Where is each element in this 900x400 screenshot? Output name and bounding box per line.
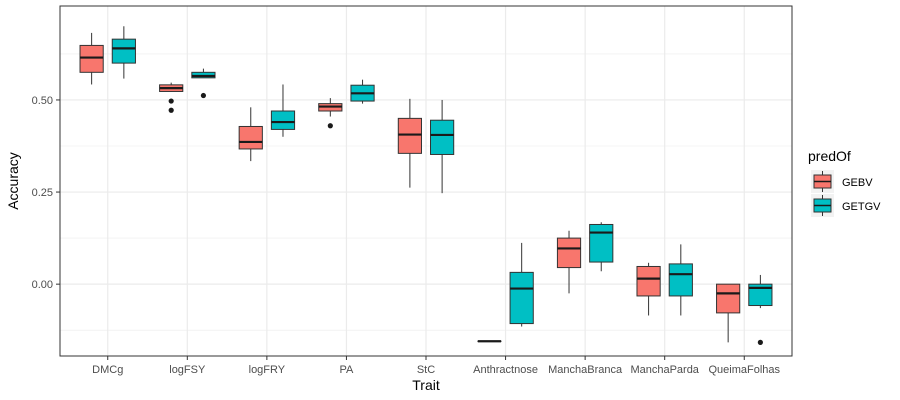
x-tick-label: DMCg	[92, 364, 123, 376]
legend-title: predOf	[808, 148, 851, 164]
grid	[60, 6, 792, 356]
box-gebv-queimafolhas	[716, 283, 741, 343]
x-tick-label: logFRY	[249, 364, 286, 376]
x-tick-label: ManchaBranca	[548, 364, 623, 376]
x-tick-label: QueimaFolhas	[708, 364, 780, 376]
box-body	[397, 117, 422, 154]
box-body	[430, 119, 455, 155]
y-tick-label: 0.25	[32, 187, 53, 199]
box-getgv-manchabranca	[589, 222, 614, 272]
box-body	[270, 110, 296, 130]
x-axis: DMCg logFSY logFRY PA StC Anthractnose ManchaB…	[92, 356, 781, 376]
outlier-point	[168, 98, 174, 104]
legend-key-getgv: GETGV	[811, 194, 881, 217]
x-axis-title: Trait	[412, 377, 440, 393]
box-body	[589, 223, 614, 263]
box-gebv-manchabranca	[556, 230, 582, 294]
boxes	[79, 26, 773, 345]
outlier-point	[168, 107, 174, 113]
box-getgv-anthractnose	[509, 242, 534, 327]
legend-label: GEBV	[842, 177, 873, 189]
box-body	[509, 271, 534, 325]
y-axis-title: Accuracy	[5, 152, 21, 210]
y-tick-label: 0.00	[32, 279, 53, 291]
box-body	[79, 44, 104, 73]
x-tick-label: ManchaParda	[630, 364, 699, 376]
box-gebv-dmcg	[79, 32, 104, 85]
x-tick-label: PA	[340, 364, 355, 376]
box-body	[748, 283, 773, 307]
box-body	[556, 237, 582, 269]
box-body	[636, 265, 661, 297]
legend: predOf GEBV GETGV	[808, 148, 881, 217]
x-tick-label: StC	[417, 364, 435, 376]
outlier-point	[200, 92, 207, 99]
box-gebv-stc	[397, 98, 422, 188]
legend-label: GETGV	[842, 201, 881, 213]
y-tick-label: 0.50	[32, 95, 53, 107]
box-body	[238, 125, 263, 150]
legend-keys: GEBV GETGV	[811, 170, 881, 217]
x-tick-label: logFSY	[169, 364, 206, 376]
box-getgv-stc	[430, 99, 455, 194]
box-gebv-logfry	[238, 107, 263, 162]
box-gebv-manchaparda	[636, 262, 661, 316]
box-getgv-dmcg	[111, 26, 136, 79]
box-getgv-logfsy	[191, 68, 216, 99]
box-getgv-pa	[350, 79, 375, 104]
x-tick-label: Anthractnose	[473, 364, 538, 376]
box-getgv-manchaparda	[668, 244, 693, 316]
box-body	[716, 283, 741, 314]
outlier-point	[757, 339, 763, 345]
legend-key-gebv: GEBV	[811, 170, 873, 193]
box-body	[668, 263, 693, 297]
box-gebv-logfsy	[159, 82, 184, 113]
box-body	[111, 38, 136, 64]
y-axis: 0.00 0.25 0.50	[32, 95, 60, 291]
box-getgv-queimafolhas	[748, 274, 773, 345]
box-gebv-pa	[318, 98, 343, 129]
outlier-point	[327, 123, 333, 129]
box-getgv-logfry	[270, 84, 296, 137]
